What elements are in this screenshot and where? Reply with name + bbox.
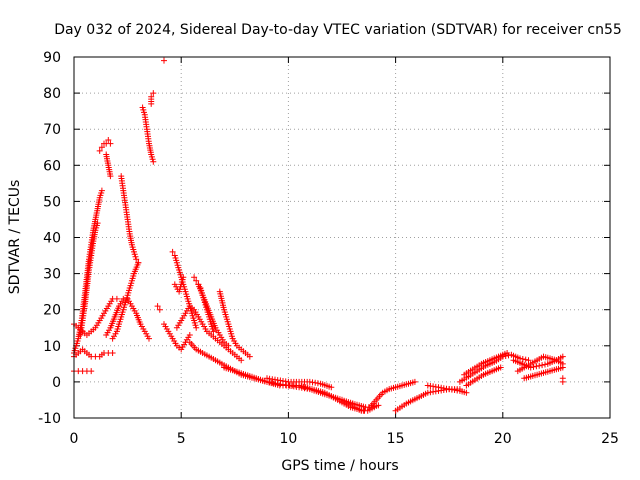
- data-point-marker: [173, 303, 245, 364]
- series-track: [461, 350, 511, 378]
- series-track: [139, 104, 157, 165]
- series-track: [221, 364, 356, 407]
- series-track: [349, 400, 382, 411]
- y-tick-label: 40: [43, 231, 61, 247]
- data-point-marker: [461, 350, 511, 378]
- y-tick-label: 70: [43, 122, 61, 138]
- y-tick-label: -10: [38, 411, 61, 427]
- y-tick-label: 90: [43, 50, 61, 66]
- data-point-marker: [96, 137, 114, 154]
- data-point-marker: [103, 151, 114, 180]
- data-point-marker: [195, 281, 232, 349]
- series-track: [514, 353, 566, 375]
- series-track: [216, 288, 253, 360]
- y-tick-label: 10: [43, 339, 61, 355]
- y-tick-label: 30: [43, 267, 61, 283]
- data-point-marker: [139, 104, 157, 165]
- series-track: [195, 281, 232, 349]
- plot-frame: [73, 56, 611, 419]
- y-tick-label: 50: [43, 194, 61, 210]
- data-point-marker: [148, 90, 157, 107]
- series-track: [559, 375, 566, 385]
- x-tick-label: 15: [387, 431, 405, 447]
- series-track: [103, 295, 152, 342]
- series-track: [173, 303, 245, 364]
- series-track: [161, 57, 167, 64]
- x-tick-label: 25: [601, 431, 619, 447]
- data-point-marker: [171, 274, 187, 295]
- x-tick-label: 0: [70, 431, 79, 447]
- data-point-marker: [349, 400, 382, 411]
- y-tick-label: 0: [52, 375, 61, 391]
- y-tick-label: 80: [43, 86, 61, 102]
- series-track: [109, 259, 142, 342]
- series-track: [118, 173, 142, 266]
- y-axis-label: SDTVAR / TECUs: [7, 180, 23, 295]
- series-track: [424, 382, 470, 396]
- data-point-marker: [216, 288, 253, 360]
- series-track: [96, 137, 114, 154]
- x-tick-label: 10: [279, 431, 297, 447]
- grid: [74, 57, 610, 418]
- x-tick-label: 20: [494, 431, 512, 447]
- data-point-marker: [161, 321, 193, 353]
- data-point-marker: [463, 364, 504, 389]
- data-point-marker: [161, 57, 167, 64]
- data-point-marker: [514, 353, 566, 375]
- data-point-marker: [264, 375, 335, 391]
- y-tick-label: 20: [43, 303, 61, 319]
- series-track: [161, 321, 193, 353]
- tick-labels: 0 5 10 15 20 25 -10 0 10 20 30 40 50 60 70 80 90: [38, 50, 619, 447]
- x-tick-label: 5: [177, 431, 186, 447]
- series-track: [103, 151, 114, 180]
- data-point-marker: [154, 303, 163, 313]
- series-track: [264, 375, 335, 391]
- chart-title: Day 032 of 2024, Sidereal Day-to-day VTE…: [54, 22, 622, 38]
- series-track: [154, 303, 163, 313]
- data-points: [71, 57, 566, 414]
- data-point-marker: [118, 173, 142, 266]
- series-track: [171, 274, 187, 295]
- x-axis-label: GPS time / hours: [281, 458, 398, 474]
- series-track: [77, 220, 101, 338]
- data-point-marker: [559, 375, 566, 385]
- data-point-marker: [109, 259, 142, 342]
- data-point-marker: [521, 364, 566, 382]
- series-track: [521, 364, 566, 382]
- data-point-marker: [103, 295, 152, 342]
- data-point-marker: [77, 220, 101, 338]
- data-point-marker: [221, 364, 356, 407]
- series-track: [463, 364, 504, 389]
- y-tick-label: 60: [43, 158, 61, 174]
- series-track: [148, 90, 157, 107]
- data-point-marker: [424, 382, 470, 396]
